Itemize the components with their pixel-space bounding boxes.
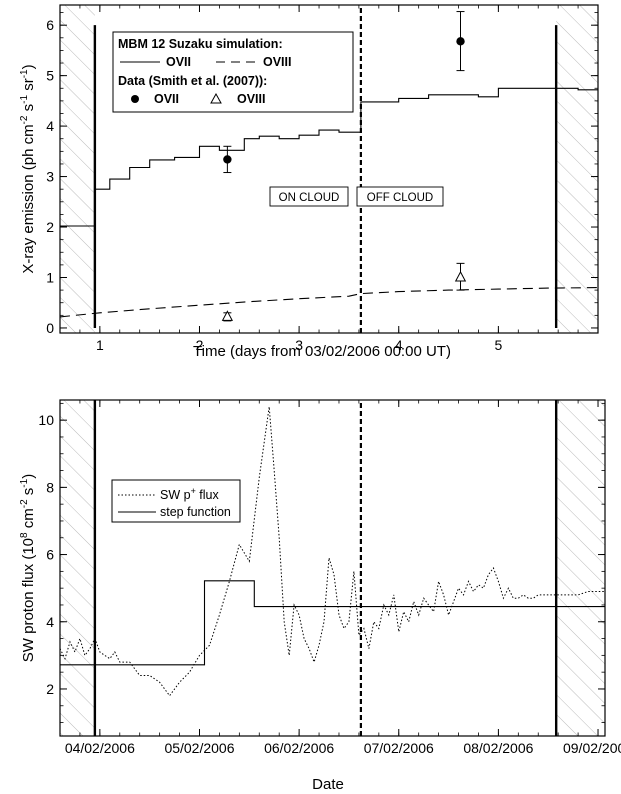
top-legend: MBM 12 Suzaku simulation: OVII OVIII Dat… — [112, 31, 354, 113]
ovii-data-point — [223, 155, 232, 164]
bottom-hatched-regions — [60, 400, 605, 736]
off-cloud-box: OFF CLOUD — [356, 186, 444, 207]
y-tick-label: 2 — [46, 681, 54, 697]
bottom-plot-frame — [59, 399, 606, 737]
x-tick-label: 08/02/2006 — [463, 740, 533, 756]
y-tick-label: 6 — [46, 547, 54, 563]
hatched-region-right — [556, 400, 605, 736]
bottom-legend: SW p+ flux step function — [111, 479, 241, 523]
y-tick-label: 1 — [46, 269, 54, 285]
top-x-axis-label: Time (days from 03/02/2006 00:00 UT) — [193, 343, 451, 360]
x-tick-label: 04/02/2006 — [65, 740, 135, 756]
top-x-tick-labels: 1 2 3 4 5 — [96, 337, 503, 353]
legend-ovii-point-label: OVII — [154, 92, 179, 106]
hatched-region-right — [556, 5, 598, 333]
x-tick-label: 2 — [196, 337, 204, 353]
legend-oviii-point-swatch — [210, 92, 222, 104]
x-tick-label: 09/02/2006 — [563, 740, 621, 756]
y-tick-label: 3 — [46, 169, 54, 185]
series-line-sw-p-flux — [59, 406, 605, 697]
hatched-region-left — [60, 5, 95, 333]
y-tick-label: 2 — [46, 219, 54, 235]
y-tick-label: 6 — [46, 17, 54, 33]
on-cloud-label: ON CLOUD — [279, 192, 340, 204]
bottom-series-lines — [59, 400, 605, 736]
top-chart: 1 2 3 4 5 0 1 2 3 4 5 6 ON CLOUD OFF CLOUD MBM 12 … — [19, 4, 599, 360]
top-plot-frame — [59, 4, 599, 334]
series-line-oviii — [59, 287, 599, 318]
legend-oviii-line-label: OVIII — [263, 55, 291, 69]
on-cloud-box: ON CLOUD — [269, 186, 349, 207]
legend-step-label: step function — [160, 505, 231, 519]
top-series-lines — [59, 5, 599, 333]
top-y-axis-label: X-ray emission (ph cm-2 s-1 sr-1) — [19, 64, 37, 273]
x-tick-label: 07/02/2006 — [364, 740, 434, 756]
x-tick-label: 4 — [395, 337, 403, 353]
x-tick-label: 05/02/2006 — [164, 740, 234, 756]
x-tick-label: 1 — [96, 337, 104, 353]
bottom-chart: 04/02/2006 05/02/2006 06/02/2006 07/02/2006… — [19, 399, 621, 793]
y-tick-label: 8 — [46, 479, 54, 495]
y-tick-label: 5 — [46, 68, 54, 84]
legend-title-data: Data (Smith et al. (2007)): — [118, 74, 267, 88]
hatched-region-left — [60, 400, 95, 736]
bottom-y-tick-labels: 2 4 6 8 10 — [38, 412, 54, 697]
x-tick-label: 3 — [295, 337, 303, 353]
ovii-data-point — [456, 37, 465, 46]
oviii-data-point — [221, 310, 234, 321]
top-hatched-regions — [60, 5, 598, 333]
bottom-ticks — [59, 400, 605, 736]
top-y-tick-labels: 0 1 2 3 4 5 6 — [46, 17, 54, 336]
y-tick-label: 4 — [46, 614, 54, 630]
x-tick-label: 06/02/2006 — [264, 740, 334, 756]
series-line-step-function — [60, 580, 605, 666]
legend-oviii-point-label: OVIII — [237, 92, 265, 106]
bottom-x-axis-label: Date — [312, 776, 344, 793]
y-tick-label: 0 — [46, 320, 54, 336]
legend-ovii-point-swatch — [131, 95, 139, 103]
legend-title-simulation: MBM 12 Suzaku simulation: — [118, 37, 283, 51]
legend-ovii-line-label: OVII — [166, 55, 191, 69]
bottom-y-axis-label: SW proton flux (108 cm-2 s-1) — [19, 474, 37, 662]
off-cloud-label: OFF CLOUD — [367, 192, 433, 204]
top-data-points — [221, 11, 467, 322]
y-tick-label: 4 — [46, 118, 54, 134]
legend-sw-flux-label: SW p+ flux — [160, 486, 220, 502]
series-line-ovii — [60, 87, 598, 227]
y-tick-label: 10 — [38, 412, 54, 428]
bottom-x-tick-labels: 04/02/2006 05/02/2006 06/02/2006 07/02/2006… — [65, 740, 621, 756]
x-tick-label: 5 — [494, 337, 502, 353]
oviii-data-point — [454, 270, 467, 282]
